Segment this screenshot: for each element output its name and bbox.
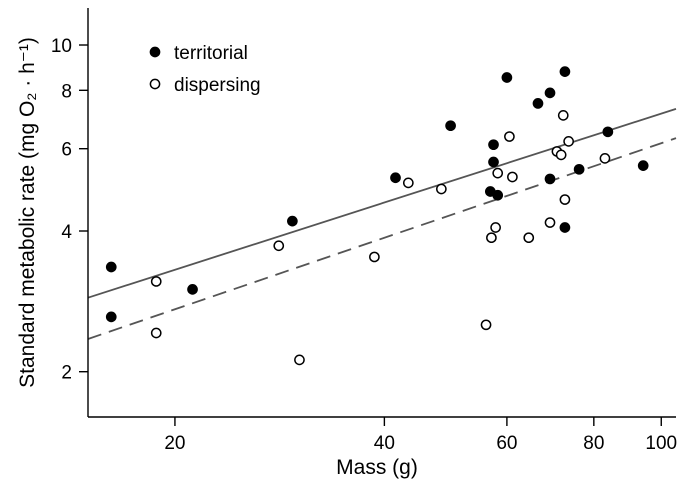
territorial-point <box>544 87 556 99</box>
dispersing-fit-line <box>87 137 677 340</box>
x-tick-label: 60 <box>496 433 517 454</box>
territorial-point <box>187 284 198 295</box>
y-tick-label: 4 <box>61 222 72 243</box>
dispersing-point <box>294 354 305 366</box>
dispersing-point <box>480 319 492 331</box>
y-tick-label: 6 <box>61 140 72 161</box>
territorial-point <box>637 160 649 171</box>
dispersing-point <box>436 183 447 195</box>
dispersing-point <box>486 232 497 244</box>
territorial-point <box>105 261 117 273</box>
dispersing-point <box>557 110 569 121</box>
y-axis-ticks: 2 4 6 8 10 <box>51 36 88 384</box>
x-tick-label: 100 <box>645 433 677 454</box>
dispersing-point <box>559 194 571 205</box>
territorial-point <box>445 120 456 132</box>
territorial-point <box>501 72 513 83</box>
legend-label-territorial: territorial <box>174 43 248 64</box>
x-axis-ticks: 20 40 60 80 100 <box>164 417 677 454</box>
dispersing-point <box>369 251 380 263</box>
dispersing-point <box>150 276 162 287</box>
dispersing-point <box>402 177 414 189</box>
territorial-point <box>492 189 504 201</box>
dispersing-point <box>492 167 504 179</box>
territorial-point <box>488 156 499 168</box>
y-tick-label: 10 <box>51 36 72 57</box>
territorial-point <box>544 173 556 185</box>
x-axis-title: Mass (g) <box>336 456 418 479</box>
dispersing-point <box>599 153 611 164</box>
territorial-point <box>573 163 585 175</box>
dispersing-point <box>523 232 535 244</box>
dispersing-point <box>507 171 518 183</box>
dispersing-point <box>273 240 285 252</box>
x-tick-label: 80 <box>583 433 604 454</box>
dispersing-point <box>544 217 556 228</box>
x-tick-label: 40 <box>374 433 395 454</box>
territorial-point <box>390 172 401 184</box>
legend-marker-territorial <box>149 46 161 58</box>
dispersing-point <box>555 149 567 161</box>
territorial-point <box>532 98 544 109</box>
territorial-point <box>105 311 117 323</box>
territorial-point <box>287 215 298 227</box>
dispersing-point <box>563 136 574 147</box>
dispersing-point <box>150 327 162 339</box>
territorial-fit-line <box>87 108 677 299</box>
territorial-point <box>559 66 571 78</box>
territorial-point <box>559 222 571 233</box>
x-tick-label: 20 <box>164 433 185 454</box>
dispersing-point <box>490 222 501 233</box>
y-tick-label: 2 <box>61 363 72 384</box>
y-tick-label: 8 <box>61 81 72 102</box>
territorial-point <box>602 126 614 138</box>
territorial-point <box>488 139 499 151</box>
legend-marker-dispersing <box>149 78 161 90</box>
legend-label-dispersing: dispersing <box>174 75 261 96</box>
plot-area <box>87 66 677 366</box>
legend: territorial dispersing <box>149 43 261 96</box>
dispersing-point <box>504 131 515 142</box>
y-axis-title: Standard metabolic rate (mg O₂ · h⁻¹) <box>16 37 39 388</box>
